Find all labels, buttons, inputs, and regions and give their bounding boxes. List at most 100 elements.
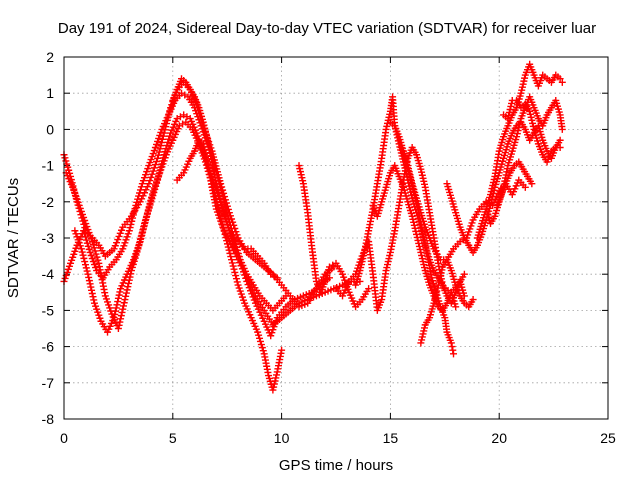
series-track-18	[493, 158, 536, 209]
y-axis-title: SDTVAR / TECUs	[5, 178, 22, 298]
data-point-marker	[89, 293, 97, 301]
data-point-marker	[85, 245, 93, 253]
x-tick-label: 25	[600, 430, 616, 446]
data-point-marker	[448, 343, 456, 351]
data-point-marker	[88, 286, 96, 294]
series-track-13	[417, 256, 477, 347]
data-point-marker	[223, 209, 231, 217]
data-point-marker	[82, 264, 90, 272]
data-point-marker	[556, 75, 564, 83]
data-point-marker	[558, 125, 566, 133]
data-point-marker	[90, 296, 98, 304]
data-point-marker	[136, 186, 144, 194]
data-point-marker	[229, 262, 237, 270]
data-point-marker	[232, 275, 240, 283]
y-tick-label: -7	[42, 375, 55, 391]
x-tick-label: 15	[383, 430, 399, 446]
data-point-marker	[152, 158, 160, 166]
plot-frame	[63, 56, 609, 420]
data-point-marker	[120, 299, 128, 307]
data-point-marker	[528, 180, 536, 188]
data-point-marker	[118, 226, 126, 234]
grid-lines	[64, 57, 608, 419]
y-tick-label: 1	[46, 85, 54, 101]
data-point-marker	[91, 247, 99, 255]
data-point-marker	[147, 173, 155, 181]
data-point-marker	[111, 310, 119, 318]
data-point-marker	[151, 161, 159, 169]
series-track-11	[386, 118, 529, 264]
data-point-marker	[222, 205, 230, 213]
x-axis-title: GPS time / hours	[279, 457, 393, 474]
data-point-marker	[136, 238, 144, 246]
data-point-marker	[86, 280, 94, 288]
data-point-marker	[111, 307, 119, 315]
data-point-marker	[94, 256, 102, 264]
data-point-marker	[89, 241, 97, 249]
data-point-marker	[88, 238, 96, 246]
data-point-marker	[256, 334, 264, 342]
data-point-marker	[146, 177, 154, 185]
y-tick-label: -5	[42, 302, 55, 318]
data-point-marker	[132, 201, 140, 209]
data-point-marker	[125, 227, 133, 235]
data-point-marker	[121, 296, 129, 304]
data-point-marker	[144, 206, 152, 214]
y-tick-label: 0	[46, 121, 54, 137]
data-point-marker	[148, 193, 156, 201]
data-point-marker	[148, 190, 156, 198]
data-point-marker	[87, 283, 95, 291]
data-point-marker	[158, 135, 166, 143]
data-point-marker	[166, 132, 174, 140]
data-point-marker	[147, 196, 155, 204]
chart-title: Day 191 of 2024, Sidereal Day-to-day VTE…	[58, 20, 596, 37]
y-tick-label: -8	[42, 411, 55, 427]
data-point-marker	[156, 145, 164, 153]
data-point-marker	[144, 209, 152, 217]
data-point-marker	[114, 298, 122, 306]
series-track-5	[169, 75, 281, 282]
data-point-marker	[114, 236, 122, 244]
data-point-marker	[119, 305, 127, 313]
data-point-marker	[129, 214, 137, 222]
data-point-marker	[149, 167, 157, 175]
y-tick-label: -2	[42, 194, 55, 210]
data-point-marker	[159, 132, 167, 140]
data-point-marker	[137, 234, 145, 242]
data-point-marker	[146, 200, 154, 208]
data-point-marker	[123, 286, 131, 294]
data-point-marker	[256, 337, 264, 345]
data-point-marker	[135, 192, 143, 200]
data-point-marker	[227, 253, 235, 261]
data-point-marker	[117, 312, 125, 320]
data-point-marker	[145, 203, 153, 211]
data-point-marker	[113, 301, 121, 309]
data-series	[60, 60, 566, 394]
data-point-marker	[88, 290, 96, 298]
data-point-marker	[164, 138, 172, 146]
data-point-marker	[115, 232, 123, 240]
data-point-marker	[137, 183, 145, 191]
data-point-marker	[110, 245, 118, 253]
series-track-6	[173, 136, 364, 329]
data-point-marker	[228, 256, 236, 264]
data-point-marker	[130, 208, 138, 216]
data-point-marker	[282, 292, 290, 300]
data-point-marker	[82, 236, 90, 244]
data-point-marker	[136, 189, 144, 197]
data-point-marker	[122, 292, 130, 300]
data-point-marker	[92, 250, 100, 258]
data-point-marker	[81, 261, 89, 269]
data-point-marker	[79, 251, 87, 259]
data-point-marker	[259, 347, 267, 355]
data-point-marker	[113, 239, 121, 247]
data-point-marker	[126, 224, 134, 232]
series-track-15	[473, 60, 566, 242]
data-point-marker	[139, 228, 147, 236]
data-point-marker	[221, 199, 229, 207]
data-point-marker	[64, 163, 72, 171]
y-tick-label: 2	[46, 49, 54, 65]
data-point-marker	[469, 296, 477, 304]
data-point-marker	[116, 318, 124, 326]
y-tick-labels: -8 -7 -6 -5 -4 -3 -2 -1 0 1 2	[42, 49, 55, 427]
